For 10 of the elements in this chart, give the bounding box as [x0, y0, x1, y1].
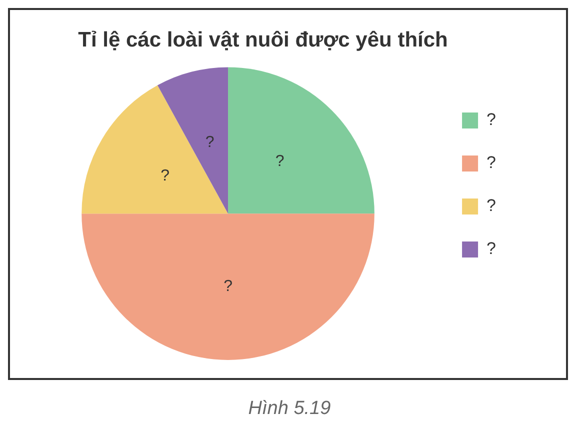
data-label: ? [160, 168, 170, 185]
data-label: ? [205, 134, 214, 152]
legend-label: ? [486, 239, 496, 258]
data-label: ? [275, 153, 284, 170]
legend-label: ? [486, 110, 496, 130]
data-label: ? [224, 278, 233, 296]
legend-label: ? [486, 153, 496, 172]
legend-label: ? [486, 196, 496, 216]
chart-title: Tỉ lệ các loài vật nuôi được yêu thích [78, 28, 448, 52]
text: Hình 5.19 [247, 398, 332, 420]
